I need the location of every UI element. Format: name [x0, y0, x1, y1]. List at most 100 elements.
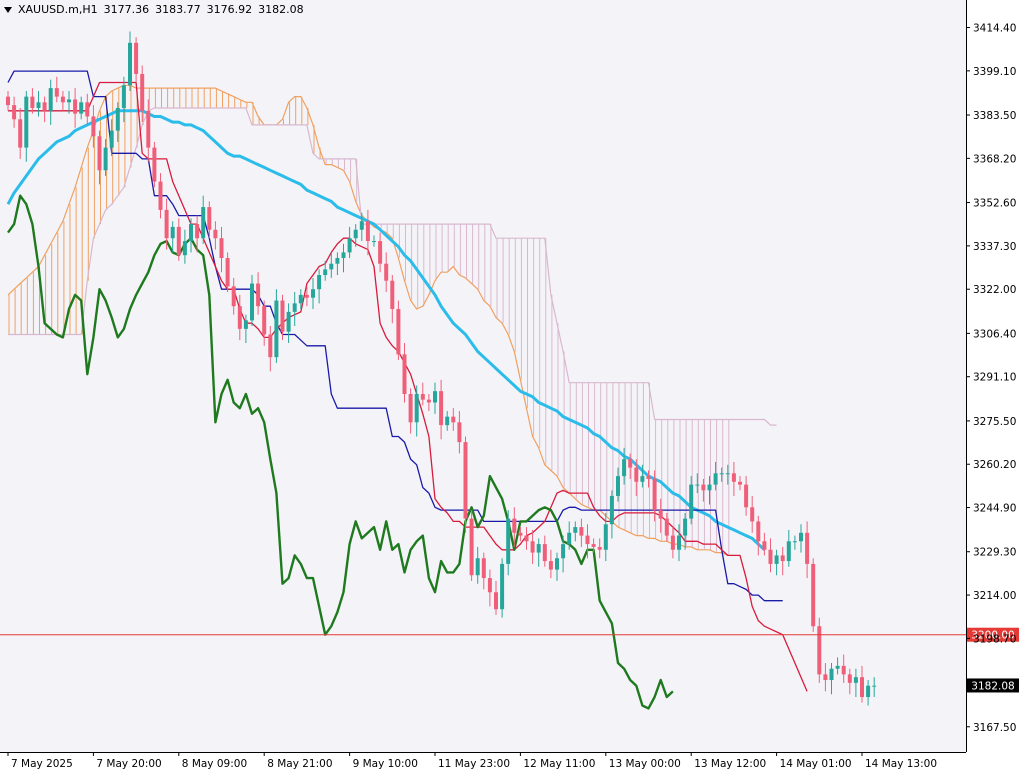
- candle-body: [542, 544, 547, 562]
- x-tick-label: 13 May 00:00: [609, 758, 681, 770]
- candle-body: [841, 665, 846, 675]
- y-tick-label: 3322.00: [973, 284, 1016, 296]
- candle-body: [42, 102, 47, 111]
- candle-body: [786, 541, 791, 562]
- candle-body: [744, 484, 749, 508]
- candle-body: [201, 207, 206, 239]
- candle-body: [225, 258, 230, 287]
- candle-body: [512, 518, 517, 533]
- candle-body: [189, 224, 193, 242]
- candle-body: [311, 289, 315, 298]
- y-tick-label: 3337.30: [973, 241, 1016, 253]
- candle-body: [591, 544, 596, 547]
- candle-body: [213, 229, 218, 239]
- candle-body: [323, 269, 328, 276]
- candle-body: [762, 541, 767, 550]
- candle-body: [860, 677, 864, 698]
- candle-body: [847, 674, 852, 683]
- candle-body: [359, 221, 364, 230]
- y-tick-label: 3399.10: [973, 66, 1016, 78]
- candle-body: [567, 532, 572, 545]
- candle-body: [250, 283, 254, 321]
- candle-body: [677, 535, 681, 550]
- candle-body: [262, 306, 267, 335]
- candle-body: [518, 532, 523, 536]
- candle-body: [341, 252, 346, 259]
- current-price-tag[interactable]: [967, 678, 1019, 693]
- candle-body: [664, 518, 669, 536]
- candle-body: [555, 558, 559, 570]
- x-tick-label: 14 May 13:00: [865, 758, 937, 770]
- candle-body: [792, 541, 797, 543]
- y-tick-label: 3368.20: [973, 153, 1016, 165]
- candle-body: [140, 73, 145, 111]
- current-price-tag-label: 3182.08: [971, 680, 1014, 692]
- horizontal-level[interactable]: 3200.00: [0, 627, 1019, 642]
- dropdown-triangle-icon[interactable]: [4, 7, 12, 13]
- candle-body: [707, 484, 712, 491]
- x-tick-label: 11 May 23:00: [438, 758, 510, 770]
- candle-body: [274, 300, 279, 358]
- candle-body: [97, 136, 102, 171]
- candle-body: [18, 119, 23, 148]
- candle-body: [768, 549, 773, 564]
- candle-body: [823, 674, 828, 681]
- x-tick-label: 9 May 10:00: [353, 758, 418, 770]
- candle-body: [719, 473, 724, 475]
- chikou-span-line: [7, 194, 674, 710]
- candle-body: [85, 102, 90, 117]
- candle-body: [170, 226, 175, 239]
- candle-body: [219, 238, 224, 259]
- level-price-tag[interactable]: [967, 627, 1019, 642]
- candle-body: [652, 478, 657, 511]
- candle-body: [634, 467, 639, 482]
- y-tick-label: 3244.90: [973, 503, 1016, 515]
- candle-body: [292, 303, 297, 312]
- y-tick-label: 3352.60: [973, 198, 1016, 210]
- candle-body: [134, 42, 139, 74]
- candle-body: [585, 535, 590, 545]
- plot-background: [0, 0, 966, 752]
- candle-body: [365, 221, 370, 242]
- candle-body: [195, 224, 200, 239]
- y-tick-label: 3275.50: [973, 416, 1016, 428]
- candle-body: [481, 558, 486, 579]
- candle-body: [872, 685, 877, 687]
- x-tick-label: 14 May 01:00: [780, 758, 852, 770]
- x-tick-label: 8 May 09:00: [182, 758, 247, 770]
- candle-body: [158, 181, 163, 210]
- candle-body: [475, 558, 480, 576]
- x-tick-label: 8 May 21:00: [267, 758, 332, 770]
- candle-body: [701, 484, 706, 491]
- candle-body: [91, 116, 96, 137]
- candle-body: [420, 393, 425, 400]
- time-axis-background: [0, 752, 966, 773]
- candle-body: [298, 294, 303, 304]
- candle-body: [79, 102, 84, 114]
- level-price-tag-label: 3200.00: [971, 630, 1014, 642]
- candle-body: [609, 495, 614, 525]
- candle-body: [60, 96, 65, 103]
- price-axis[interactable]: 3414.40 3399.10 3383.50 3368.20 3352.60 3337.…: [966, 23, 1019, 734]
- candle-body: [402, 354, 407, 394]
- candle-body: [713, 473, 718, 485]
- candle-body: [524, 535, 529, 542]
- tenkan-sen-line: [8, 81, 808, 692]
- y-tick-label: 3214.00: [973, 590, 1016, 602]
- candle-body: [689, 484, 694, 519]
- candle-body: [731, 473, 736, 482]
- candle-body: [817, 626, 822, 675]
- time-axis[interactable]: 7 May 2025 7 May 20:00 8 May 09:00 8 May 21…: [7, 752, 937, 770]
- candle-body: [231, 286, 236, 307]
- candle-body: [408, 393, 413, 423]
- candle-body: [73, 99, 78, 114]
- candle-body: [353, 229, 358, 239]
- candle-body: [628, 459, 633, 468]
- candle-body: [835, 665, 840, 669]
- candle-body: [536, 544, 541, 553]
- candlesticks: [6, 31, 877, 706]
- candle-body: [451, 416, 456, 423]
- ohlc-high: 3183.77: [155, 3, 201, 16]
- x-tick-label: 7 May 20:00: [96, 758, 161, 770]
